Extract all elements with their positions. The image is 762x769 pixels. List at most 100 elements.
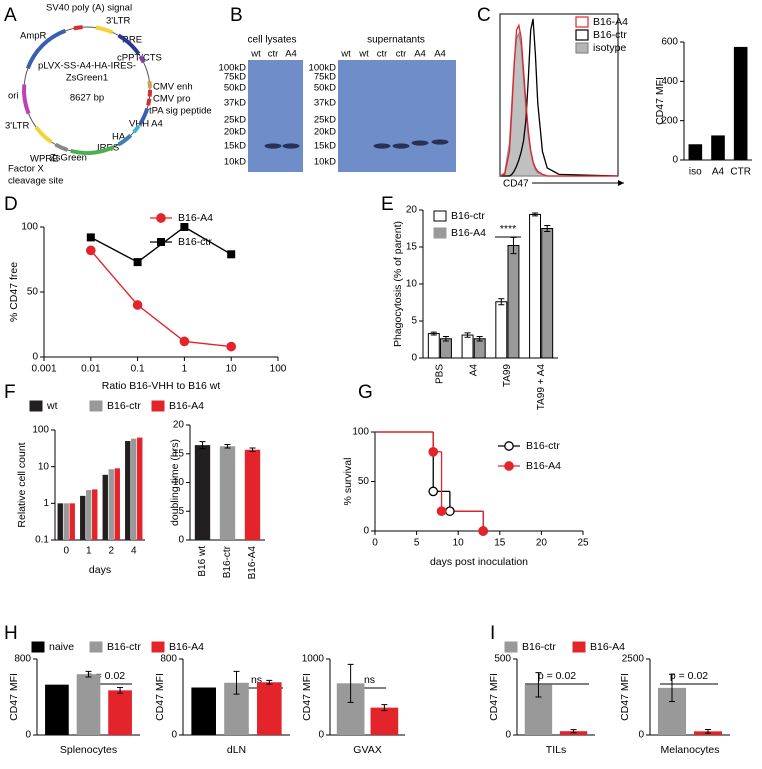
- feature-label: RRE: [122, 35, 142, 46]
- x-tick-label: TA99 + A4: [536, 364, 547, 411]
- error-bar: [532, 212, 539, 217]
- x-tick-label: 15: [494, 538, 506, 549]
- legend-swatch: [575, 29, 589, 41]
- y-tick-label: 15: [173, 448, 185, 459]
- bar: [191, 687, 216, 735]
- marker-label: 50kD: [314, 83, 336, 94]
- plasmid-feature: [22, 84, 31, 115]
- feature-label: 3'LTR: [5, 121, 29, 132]
- feature-label: CMV pro: [153, 94, 190, 105]
- lane-label: ctr: [268, 49, 279, 60]
- x-tick-label: iso: [689, 167, 702, 178]
- legend-label: B16-ctr: [522, 641, 556, 653]
- legend-swatch: [89, 400, 103, 412]
- chart: 0 5 10 15 20 doubling time (hrs) B16 wt B16-ctr…: [169, 420, 265, 580]
- x-tick-label: B16-A4: [247, 546, 258, 580]
- error-bar: [464, 332, 471, 338]
- legend-label: B16-A4: [178, 212, 213, 224]
- feature-label: WPRE: [30, 154, 59, 165]
- marker: [179, 336, 190, 347]
- error-bar: [476, 336, 483, 342]
- legend-label: B16-A4: [526, 460, 561, 472]
- feature-label: SV40 poly (A) signal: [46, 3, 132, 14]
- x-tick-label: 10: [453, 538, 465, 549]
- marker-label: 20kD: [314, 127, 336, 138]
- marker-label: 25kD: [224, 115, 246, 126]
- x-tick-label: A4: [712, 167, 725, 178]
- error-bar: [249, 447, 256, 452]
- marker: [436, 506, 447, 517]
- feature-label: tPA sig peptide: [149, 106, 212, 117]
- y-tick-label: 500: [494, 654, 511, 665]
- y-tick-label: 0: [318, 730, 324, 741]
- bar: [244, 449, 261, 540]
- y-axis-label: CD47 MFI: [301, 673, 313, 721]
- legend-marker: [504, 441, 514, 451]
- y-tick-label: 15: [406, 242, 418, 253]
- legend-label: B16-ctr: [593, 29, 627, 41]
- feature-label: Factor X: [8, 164, 45, 175]
- error-bar: [430, 331, 437, 336]
- x-tick-label: 25: [577, 538, 589, 549]
- feature-label: ZsGreen: [50, 153, 87, 164]
- y-tick-label: 50: [27, 287, 39, 298]
- bar: [63, 503, 69, 540]
- blot-band: [264, 143, 282, 149]
- panel-label: E: [381, 194, 394, 215]
- y-tick-label: 10: [406, 279, 418, 290]
- error-bar: [570, 729, 577, 734]
- y-tick-label: 800: [14, 654, 31, 665]
- legend-swatch: [504, 641, 518, 653]
- y-tick-label: 0: [672, 155, 678, 166]
- y-axis-label: CD47 MFI: [154, 673, 166, 721]
- error-bar: [510, 236, 517, 255]
- lane-label: wt: [250, 49, 261, 60]
- marker-label: 20kD: [224, 127, 246, 138]
- density-curve: [499, 23, 618, 177]
- chart: 0 2500 CD47 MFI Melanocytes p = 0.02: [619, 654, 730, 756]
- x-axis-label: GVAX: [353, 744, 381, 756]
- y-axis-label: CD47 MFI: [488, 673, 500, 721]
- y-axis-label: CD47 MFI: [619, 673, 631, 721]
- y-tick-label: 10: [173, 477, 185, 488]
- y-tick-label: 0: [178, 535, 184, 546]
- legend-swatch: [433, 227, 447, 239]
- plasmid-size: 8627 bp: [70, 93, 104, 104]
- plasmid-feature: [132, 124, 141, 134]
- x-axis-label: CD47: [503, 179, 529, 190]
- x-tick-label: 0: [372, 538, 378, 549]
- legend-label: B16-A4: [169, 400, 204, 412]
- annotation: ****: [500, 223, 516, 235]
- bar: [86, 490, 92, 540]
- blot-band: [411, 140, 429, 146]
- legend-label: isotype: [593, 42, 626, 54]
- plasmid-feature: [138, 107, 150, 125]
- bar: [57, 503, 63, 540]
- lane-label: ctr: [377, 49, 388, 60]
- lane-label: ctr: [396, 49, 407, 60]
- series-line: [90, 249, 232, 348]
- x-tick-label: A4: [468, 364, 479, 377]
- x-axis-label: Splenocytes: [60, 744, 117, 756]
- bar: [427, 333, 440, 359]
- bar: [114, 468, 120, 540]
- x-tick-label: PBS: [435, 364, 446, 384]
- y-tick-label: 10: [38, 461, 50, 472]
- y-tick-label: 800: [160, 654, 177, 665]
- plasmid-feature: [147, 80, 152, 88]
- chart: 0 1000 CD47 MFI GVAX ns: [301, 654, 405, 756]
- feature-label: CMV enh: [153, 82, 193, 93]
- chart: 0 800 CD47 MFI Splenocytes naive B16-ctr B16-A…: [8, 641, 204, 756]
- y-tick-label: 5: [178, 506, 184, 517]
- legend-label: naive: [49, 641, 74, 653]
- series-line: [90, 226, 232, 263]
- legend-swatch: [29, 400, 43, 412]
- chart: 0 200 400 600 CD47 MFI iso A4 CTR: [654, 37, 752, 178]
- legend-swatch: [575, 16, 589, 28]
- y-tick-label: 1: [43, 498, 49, 509]
- y-tick-label: 0.1: [35, 535, 49, 546]
- legend-swatch: [151, 400, 165, 412]
- x-tick-label: B16-ctr: [222, 545, 233, 578]
